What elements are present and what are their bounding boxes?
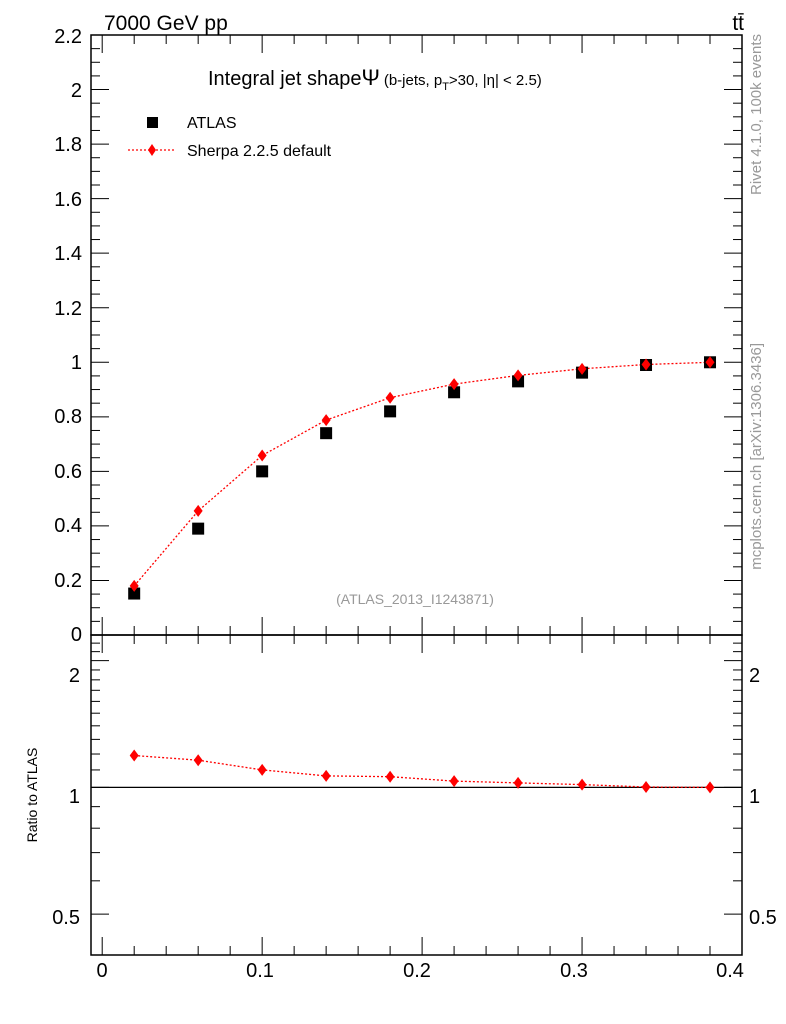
plot-title-sub-pre: (b-jets, p	[384, 72, 442, 89]
sherpa-data-point	[513, 369, 523, 382]
atlas-data-point	[256, 465, 269, 478]
atlas-data-point	[128, 587, 141, 600]
plot-title: Integral jet shapeΨ (b-jets, pT>30, |η| <…	[208, 65, 542, 93]
main-y-tick-label: 0.4	[54, 515, 82, 537]
legend: ATLAS Sherpa 2.2.5 default	[128, 115, 332, 160]
ratio-data-point	[641, 781, 651, 794]
ratio-data-point	[705, 781, 715, 794]
legend-atlas-marker	[147, 117, 158, 128]
ratio-data-point	[577, 778, 587, 791]
sherpa-data-point	[257, 449, 267, 462]
ratio-y-tick-label-right: 0.5	[749, 907, 777, 929]
atlas-data-point	[192, 522, 205, 535]
main-y-tick-label: 0.8	[54, 406, 82, 428]
x-tick-labels: 0 0.1 0.2 0.3 0.4	[96, 960, 743, 982]
ratio-series-line	[134, 754, 711, 789]
sherpa-data-point	[577, 362, 587, 375]
ratio-y-tick-label-left: 1	[69, 786, 80, 808]
x-tick-label: 0.1	[246, 960, 274, 982]
plot-title-main: Integral jet shape	[208, 68, 361, 90]
ratio-y-tick-label-right: 2	[749, 665, 760, 687]
axis-ticks	[91, 34, 743, 956]
sherpa-data-point	[193, 504, 203, 517]
atlas-data-point	[448, 386, 461, 399]
main-y-tick-label: 1.8	[54, 134, 82, 156]
x-tick-label: 0.2	[403, 960, 431, 982]
sherpa-series-line	[133, 361, 711, 587]
main-y-tick-label: 0	[71, 624, 82, 646]
main-y-tick-label: 0.2	[54, 570, 82, 592]
plot-title-sub-index: T	[442, 81, 449, 93]
sherpa-data-point	[129, 579, 139, 592]
main-y-tick-label: 1.6	[54, 189, 82, 211]
x-tick-label: 0.3	[560, 960, 588, 982]
ratio-data-point	[193, 754, 203, 767]
ratio-data-point	[257, 763, 267, 776]
ratio-y-tick-label-right: 1	[749, 786, 760, 808]
plot-title-symbol: Ψ	[361, 65, 379, 90]
legend-sherpa-marker	[148, 144, 156, 156]
main-y-tick-label: 0.6	[54, 461, 82, 483]
ratio-y-tick-labels: 2 1 0.5 2 1 0.5	[52, 665, 777, 929]
atlas-data-point	[320, 427, 333, 440]
legend-atlas-label: ATLAS	[187, 115, 237, 132]
rivet-label: Rivet 4.1.0, 100k events	[748, 34, 765, 195]
source-label: mcplots.cern.ch [arXiv:1306.3436]	[748, 343, 765, 570]
main-y-tick-labels: 0 0.2 0.4 0.6 0.8 1 1.2 1.4 1.6 1.8 2 2.…	[54, 26, 82, 646]
plot-title-sub-post: >30, |η| < 2.5)	[449, 72, 542, 89]
ratio-data-point	[449, 775, 459, 788]
atlas-data-point	[384, 405, 397, 418]
sherpa-data-point	[321, 414, 331, 427]
ratio-plot-frame	[90, 634, 743, 956]
ratio-y-tick-label-left: 2	[69, 665, 80, 687]
analysis-tag: (ATLAS_2013_I1243871)	[336, 591, 494, 607]
ratio-data-point	[129, 749, 139, 762]
main-y-tick-label: 1.2	[54, 298, 82, 320]
data-marks	[91, 356, 742, 794]
legend-sherpa-label: Sherpa 2.2.5 default	[187, 143, 332, 160]
energy-label: 7000 GeV pp	[104, 12, 228, 35]
process-label: tt̄	[732, 12, 744, 35]
ratio-ylabel: Ratio to ATLAS	[24, 748, 40, 843]
main-y-tick-label: 1	[71, 352, 82, 374]
ratio-y-tick-label-left: 0.5	[52, 907, 80, 929]
main-y-tick-label: 2	[71, 80, 82, 102]
ratio-data-point	[321, 769, 331, 782]
main-y-tick-label: 1.4	[54, 243, 82, 265]
sherpa-data-point	[641, 358, 651, 371]
ratio-data-point	[513, 776, 523, 789]
sherpa-data-point	[449, 378, 459, 391]
x-tick-label: 0	[96, 960, 107, 982]
sherpa-data-point	[385, 391, 395, 404]
x-tick-label: 0.4	[716, 960, 744, 982]
sherpa-data-point	[705, 356, 715, 369]
main-y-tick-label: 2.2	[54, 26, 82, 48]
ratio-data-point	[385, 770, 395, 783]
